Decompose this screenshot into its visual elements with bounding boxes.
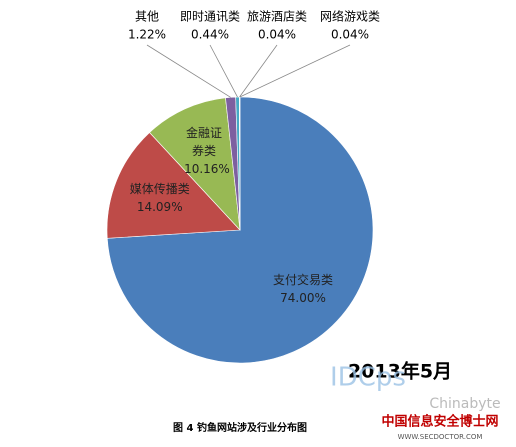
leader-line bbox=[209, 44, 238, 98]
value-label: 14.09% bbox=[136, 199, 183, 214]
caption: 图 4 钓鱼网站涉及行业分布图 bbox=[173, 421, 307, 434]
category-label: 媒体传播类 bbox=[129, 181, 190, 196]
category-label: 其他 bbox=[135, 10, 159, 24]
value-label: 1.22% bbox=[128, 28, 166, 42]
watermark: Chinabyte bbox=[429, 396, 500, 412]
slice-label: 金融证券类 10.16% bbox=[184, 124, 230, 178]
leader-line bbox=[239, 44, 278, 98]
pie-slice bbox=[149, 97, 241, 231]
value-label: 0.04% bbox=[331, 28, 369, 42]
slice-label: 媒体传播类 14.09% bbox=[130, 180, 190, 216]
category-label: 支付交易类 bbox=[272, 273, 334, 288]
leader-line bbox=[146, 44, 231, 98]
watermark: 中国信息安全博士网 bbox=[381, 414, 498, 430]
category-label: 金融证券类 bbox=[186, 126, 223, 159]
watermark: WWW.SECDOCTOR.COM bbox=[398, 433, 483, 441]
category-label: 旅游酒店类 bbox=[247, 10, 307, 24]
pie-slice bbox=[106, 132, 241, 239]
annotation: 2013年5月 bbox=[348, 360, 452, 383]
leader-line bbox=[239, 44, 351, 98]
category-label: 网络游戏类 bbox=[320, 9, 380, 24]
value-label: 10.16% bbox=[184, 162, 230, 177]
slice-label: 支付交易类 74.00% bbox=[273, 271, 333, 307]
watermark: IDCps bbox=[330, 363, 406, 393]
category-label: 即时通讯类 bbox=[180, 10, 240, 24]
value-label: 74.00% bbox=[280, 291, 326, 306]
value-label: 0.44% bbox=[191, 28, 229, 42]
value-label: 0.04% bbox=[258, 28, 296, 42]
